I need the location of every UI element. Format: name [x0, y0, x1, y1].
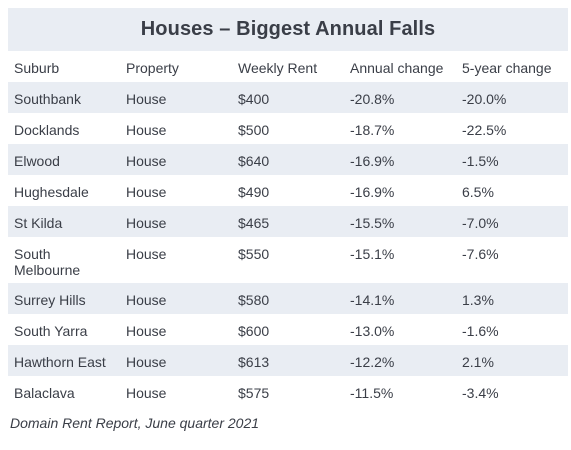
rent-table: Suburb Property Weekly Rent Annual chang… — [8, 51, 568, 407]
cell-suburb: South Yarra — [8, 314, 120, 345]
column-header-suburb: Suburb — [14, 60, 60, 76]
cell-property: House — [120, 314, 232, 345]
cell-suburb: Southbank — [8, 82, 120, 113]
cell-5-year-change: -1.5% — [456, 144, 568, 175]
table-row: Elwood House $640 -16.9% -1.5% — [8, 144, 568, 175]
cell-suburb: Hawthorn East — [8, 345, 120, 376]
cell-annual-change: -14.1% — [344, 283, 456, 314]
cell-annual-change: -15.1% — [344, 237, 456, 283]
cell-property: House — [120, 144, 232, 175]
cell-weekly-rent: $550 — [232, 237, 344, 283]
cell-5-year-change: 1.3% — [456, 283, 568, 314]
table-row: Surrey Hills House $580 -14.1% 1.3% — [8, 283, 568, 314]
cell-annual-change: -15.5% — [344, 206, 456, 237]
cell-suburb: St Kilda — [8, 206, 120, 237]
title-bar: Houses – Biggest Annual Falls — [8, 8, 568, 51]
cell-weekly-rent: $490 — [232, 175, 344, 206]
cell-5-year-change: -1.6% — [456, 314, 568, 345]
table-row: South Yarra House $600 -13.0% -1.6% — [8, 314, 568, 345]
cell-weekly-rent: $600 — [232, 314, 344, 345]
cell-property: House — [120, 283, 232, 314]
cell-5-year-change: 6.5% — [456, 175, 568, 206]
cell-suburb: Hughesdale — [8, 175, 120, 206]
cell-weekly-rent: $400 — [232, 82, 344, 113]
cell-weekly-rent: $640 — [232, 144, 344, 175]
column-header-weekly-rent: Weekly Rent — [238, 60, 318, 76]
table-row: Balaclava House $575 -11.5% -3.4% — [8, 376, 568, 407]
column-header-5-year-change: 5-year change — [462, 60, 552, 76]
cell-annual-change: -18.7% — [344, 113, 456, 144]
cell-5-year-change: -7.6% — [456, 237, 568, 283]
cell-property: House — [120, 113, 232, 144]
cell-annual-change: -12.2% — [344, 345, 456, 376]
cell-weekly-rent: $580 — [232, 283, 344, 314]
cell-5-year-change: -7.0% — [456, 206, 568, 237]
column-header-annual-change: Annual change — [350, 60, 444, 76]
cell-property: House — [120, 345, 232, 376]
table-row: South Melbourne House $550 -15.1% -7.6% — [8, 237, 568, 283]
table-header: Suburb Property Weekly Rent Annual chang… — [8, 51, 568, 82]
header-row: Suburb Property Weekly Rent Annual chang… — [8, 51, 568, 82]
cell-weekly-rent: $613 — [232, 345, 344, 376]
table-row: Hawthorn East House $613 -12.2% 2.1% — [8, 345, 568, 376]
cell-property: House — [120, 82, 232, 113]
cell-5-year-change: 2.1% — [456, 345, 568, 376]
cell-weekly-rent: $575 — [232, 376, 344, 407]
cell-property: House — [120, 175, 232, 206]
cell-weekly-rent: $465 — [232, 206, 344, 237]
table-body: Southbank House $400 -20.8% -20.0% Dockl… — [8, 82, 568, 407]
table-row: Hughesdale House $490 -16.9% 6.5% — [8, 175, 568, 206]
table-row: St Kilda House $465 -15.5% -7.0% — [8, 206, 568, 237]
cell-suburb: South Melbourne — [8, 237, 120, 283]
column-header-property: Property — [126, 60, 179, 76]
table-row: Southbank House $400 -20.8% -20.0% — [8, 82, 568, 113]
cell-annual-change: -11.5% — [344, 376, 456, 407]
cell-annual-change: -20.8% — [344, 82, 456, 113]
cell-suburb: Balaclava — [8, 376, 120, 407]
cell-suburb: Surrey Hills — [8, 283, 120, 314]
cell-weekly-rent: $500 — [232, 113, 344, 144]
cell-annual-change: -16.9% — [344, 175, 456, 206]
cell-property: House — [120, 237, 232, 283]
cell-suburb: Docklands — [8, 113, 120, 144]
cell-5-year-change: -3.4% — [456, 376, 568, 407]
cell-property: House — [120, 376, 232, 407]
cell-annual-change: -13.0% — [344, 314, 456, 345]
cell-property: House — [120, 206, 232, 237]
table-title: Houses – Biggest Annual Falls — [140, 18, 436, 40]
cell-5-year-change: -20.0% — [456, 82, 568, 113]
source-note: Domain Rent Report, June quarter 2021 — [10, 415, 260, 431]
cell-5-year-change: -22.5% — [456, 113, 568, 144]
cell-suburb: Elwood — [8, 144, 120, 175]
cell-annual-change: -16.9% — [344, 144, 456, 175]
table-row: Docklands House $500 -18.7% -22.5% — [8, 113, 568, 144]
